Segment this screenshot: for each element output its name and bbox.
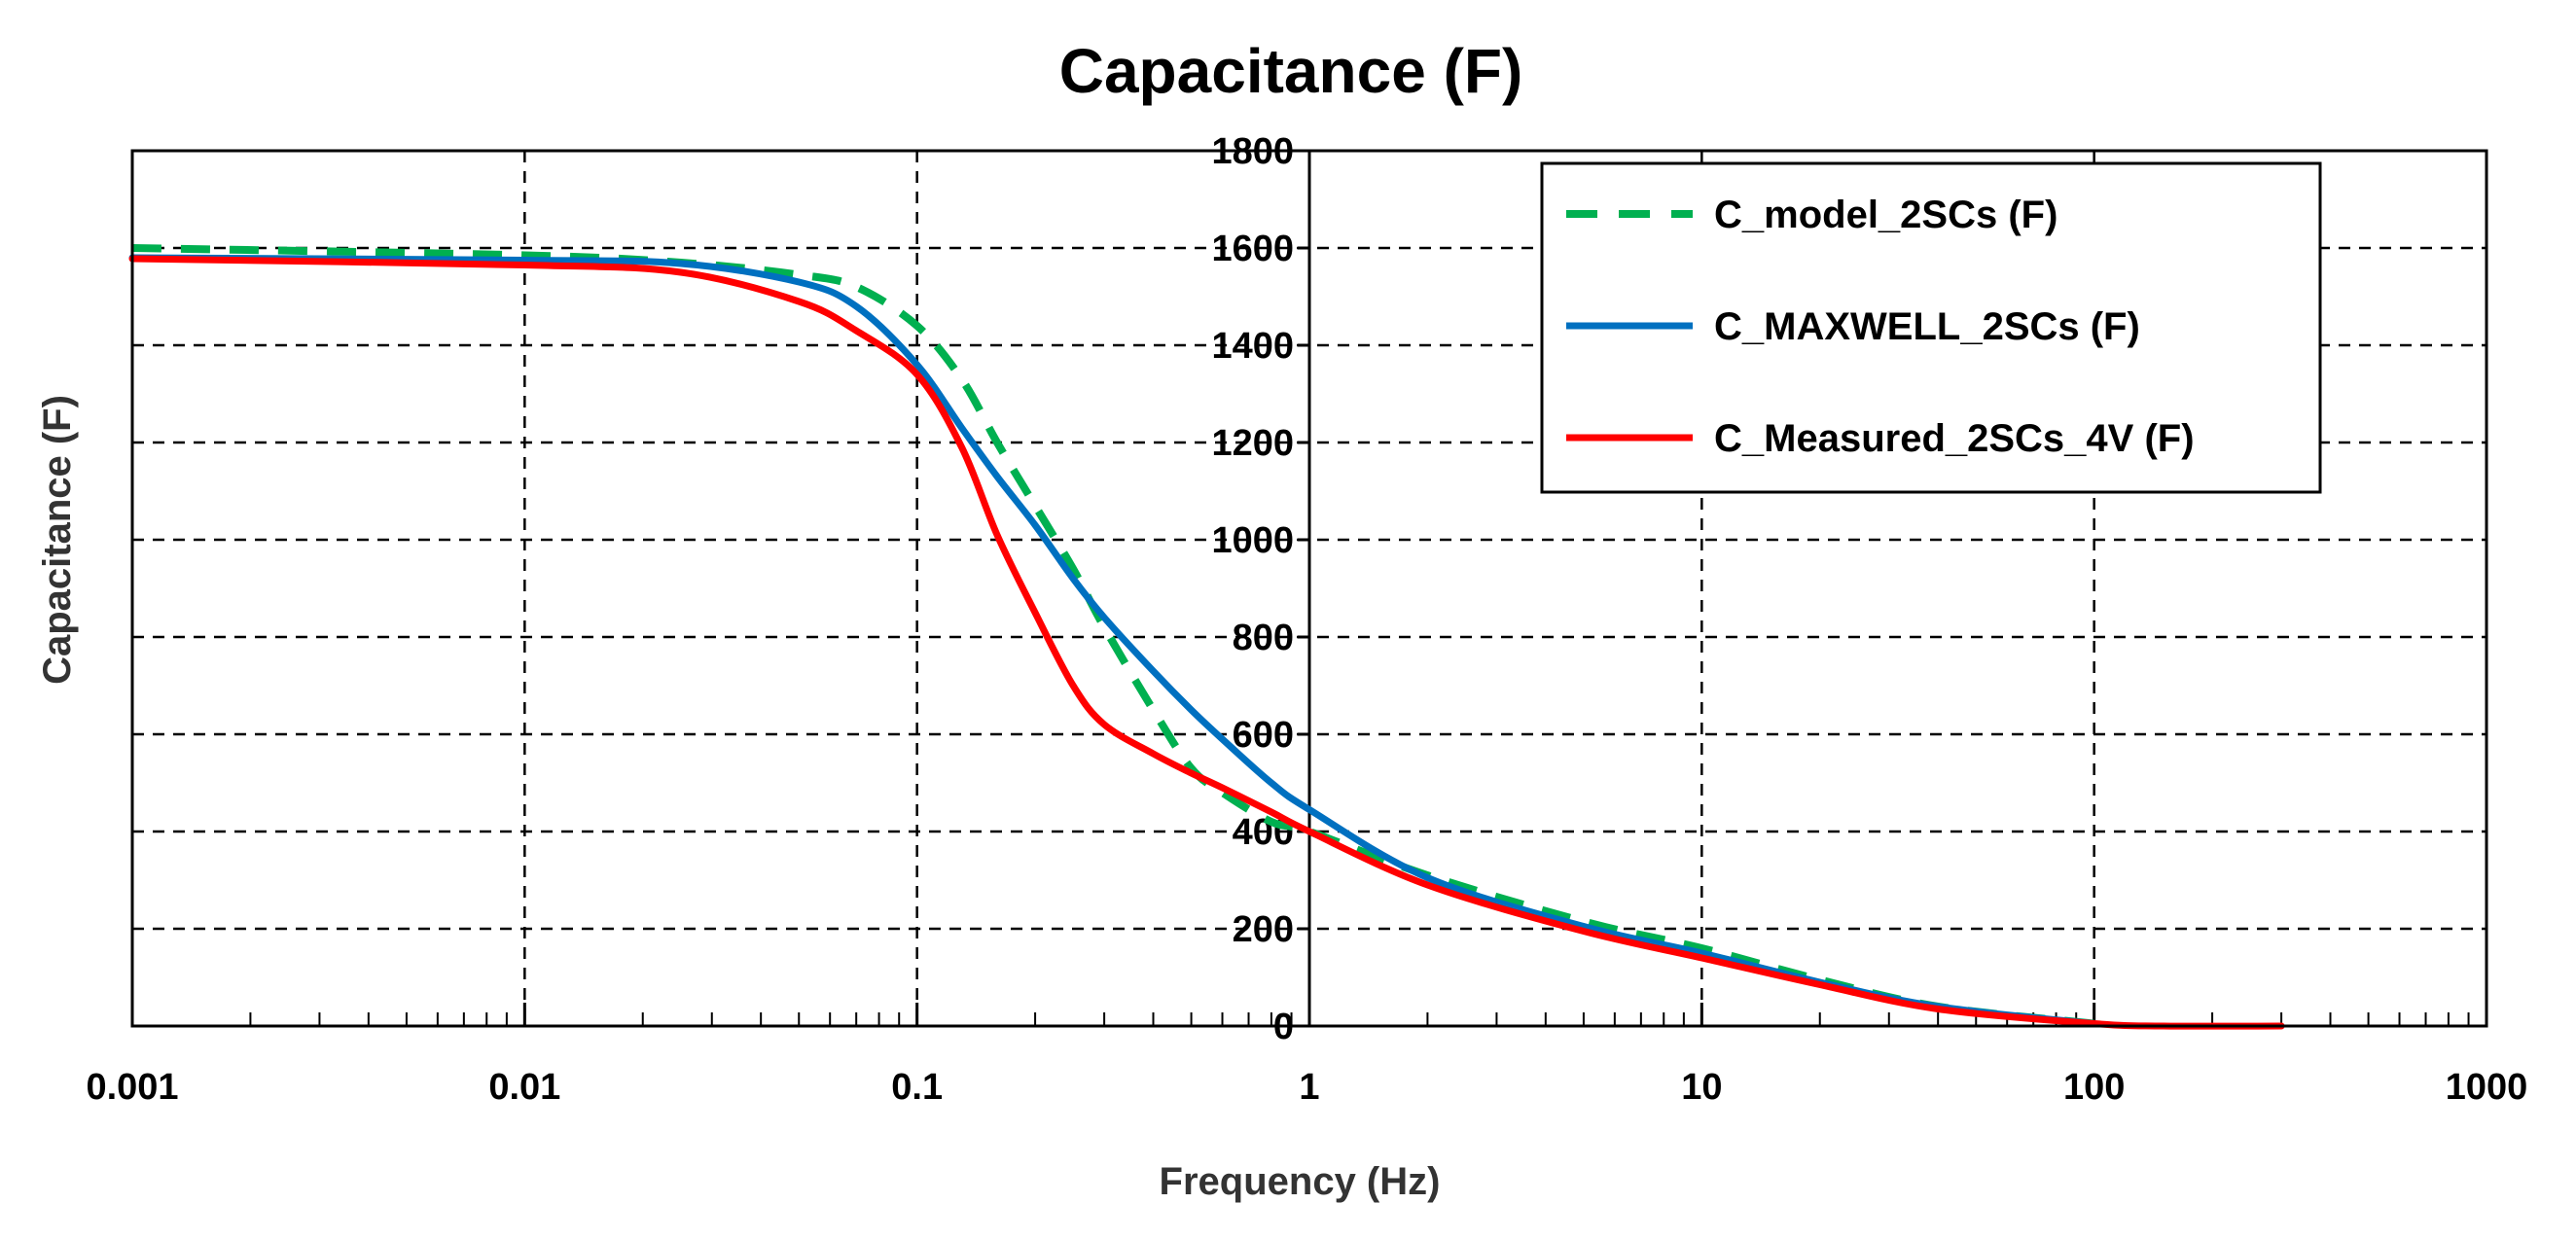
y-tick-label: 200 bbox=[1233, 909, 1294, 950]
y-tick-label: 600 bbox=[1233, 715, 1294, 756]
y-tick-label: 1600 bbox=[1211, 229, 1294, 269]
x-tick-label: 0.001 bbox=[86, 1067, 178, 1108]
legend-label-1: C_MAXWELL_2SCs (F) bbox=[1714, 305, 2140, 348]
x-tick-label: 1 bbox=[1299, 1067, 1319, 1108]
series-line-2 bbox=[128, 255, 2285, 1030]
x-tick-label: 0.1 bbox=[891, 1067, 943, 1108]
y-axis-label: Capacitance (F) bbox=[36, 395, 79, 685]
x-axis-label: Frequency (Hz) bbox=[1160, 1160, 1441, 1203]
plot-area-frame bbox=[130, 149, 2488, 1028]
series bbox=[128, 244, 2285, 1030]
y-tick-label: 1000 bbox=[1211, 520, 1294, 561]
y-tick-label: 1200 bbox=[1211, 423, 1294, 464]
y-tick-label: 1400 bbox=[1211, 326, 1294, 367]
x-tick-label: 100 bbox=[2063, 1067, 2125, 1108]
axis-labels: Capacitance (F) Frequency (Hz) Capacitan… bbox=[36, 36, 1522, 1203]
legend-label-0: C_model_2SCs (F) bbox=[1714, 194, 2057, 236]
y-tick-label: 800 bbox=[1233, 618, 1294, 658]
legend-label-2: C_Measured_2SCs_4V (F) bbox=[1714, 417, 2195, 460]
legend: C_model_2SCs (F) C_MAXWELL_2SCs (F) C_Meas… bbox=[1540, 161, 2322, 494]
x-tick-label: 1000 bbox=[2446, 1067, 2528, 1108]
x-tick-label: 10 bbox=[1681, 1067, 1722, 1108]
series-line-1 bbox=[128, 254, 2098, 1027]
chart-title: Capacitance (F) bbox=[1059, 36, 1523, 106]
x-tick-label: 0.01 bbox=[488, 1067, 560, 1108]
